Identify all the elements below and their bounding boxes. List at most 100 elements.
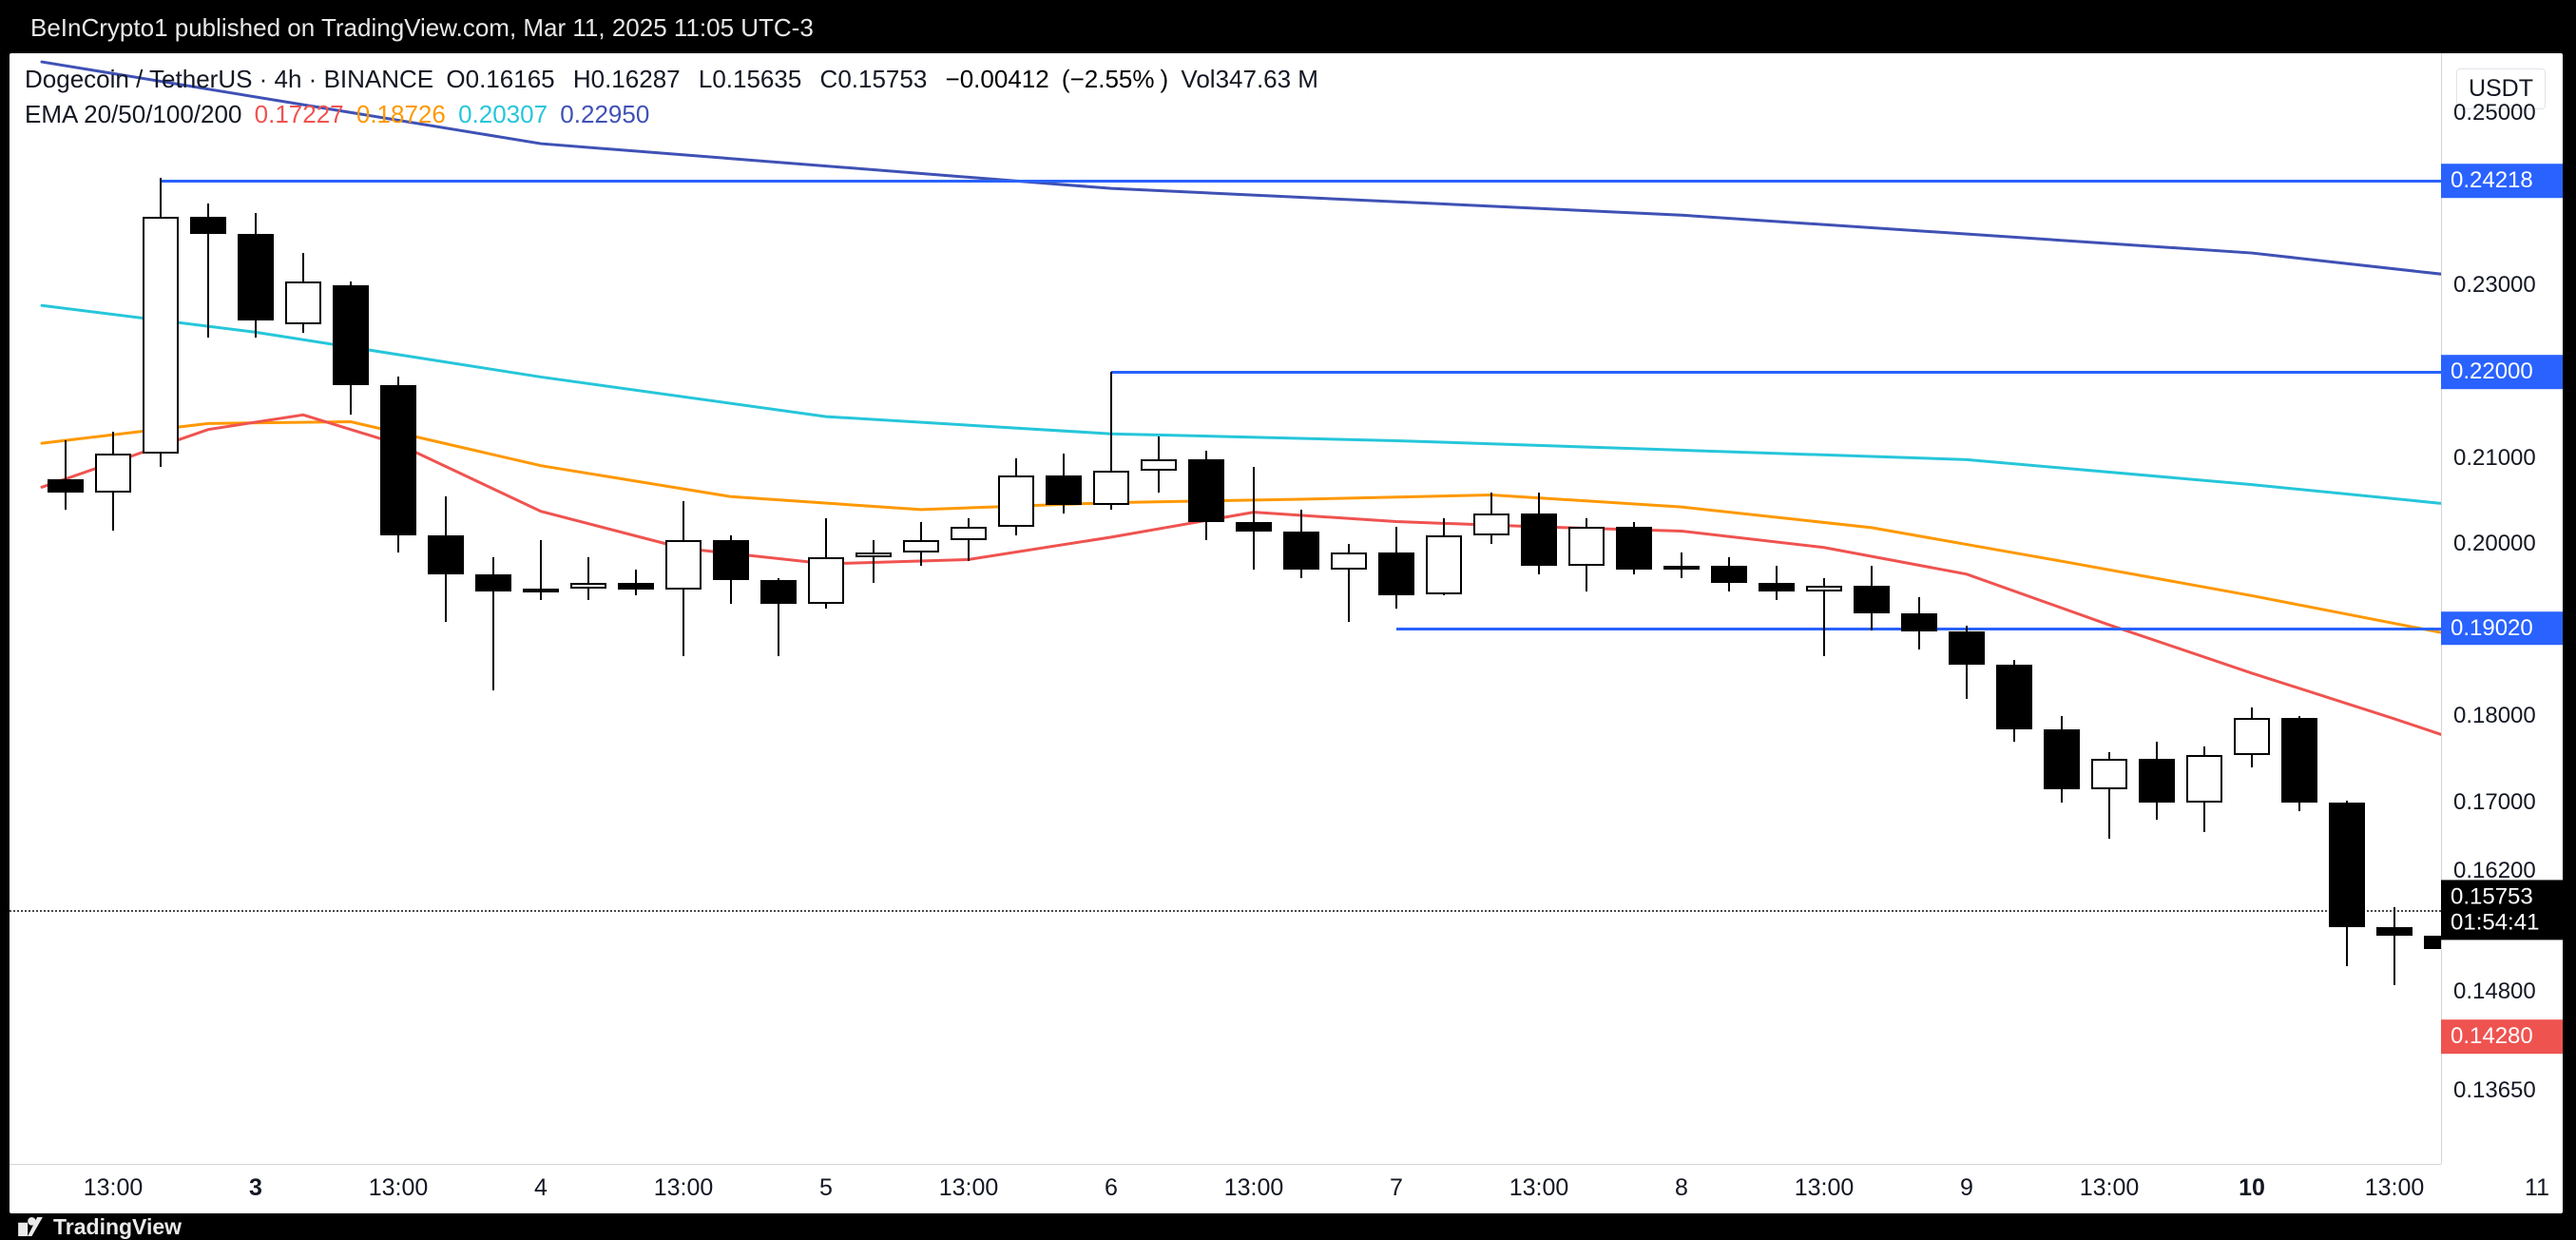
ema50-value: 0.18726 — [356, 100, 446, 128]
candle-body[interactable] — [2044, 729, 2080, 789]
candle-body[interactable] — [2186, 755, 2222, 803]
candle-body[interactable] — [1616, 527, 1652, 570]
x-tick-label: 13:00 — [1795, 1174, 1855, 1202]
candle-body[interactable] — [855, 552, 892, 557]
o-label: O0.16165 — [446, 65, 560, 93]
candle-body[interactable] — [618, 583, 654, 590]
price-flag: 0.14280 — [2441, 1019, 2563, 1054]
x-tick-label: 13:00 — [1509, 1174, 1569, 1202]
horizontal-line[interactable] — [161, 180, 2441, 183]
candle-body[interactable] — [2091, 759, 2127, 789]
candle-body[interactable] — [1521, 513, 1557, 565]
candle-body[interactable] — [951, 527, 987, 540]
candle-wick — [65, 440, 67, 509]
candle-body[interactable] — [1331, 552, 1367, 570]
candle-body[interactable] — [2139, 759, 2175, 802]
candle-body[interactable] — [285, 281, 321, 324]
candle-body[interactable] — [1473, 513, 1509, 535]
candle-body[interactable] — [48, 479, 84, 493]
tv-logo-text: TradingView — [53, 1214, 182, 1240]
ema200-value: 0.22950 — [560, 100, 649, 128]
price-flag: 0.24218 — [2441, 164, 2563, 198]
candle-body[interactable] — [1426, 535, 1462, 594]
x-tick-label: 13:00 — [369, 1174, 429, 1202]
price-flag: 0.19020 — [2441, 611, 2563, 646]
candle-body[interactable] — [2329, 803, 2365, 927]
x-tick-label: 3 — [249, 1174, 262, 1202]
candle-body[interactable] — [713, 540, 749, 581]
candle-body[interactable] — [1378, 552, 1414, 595]
chart-frame: USDT Dogecoin / TetherUS · 4h · BINANCE … — [10, 53, 2563, 1213]
candle-body[interactable] — [95, 454, 131, 493]
candle-body[interactable] — [570, 583, 606, 589]
candle-body[interactable] — [190, 217, 226, 234]
x-tick-label: 7 — [1390, 1174, 1403, 1202]
candle-body[interactable] — [428, 535, 464, 574]
y-tick-label: 0.18000 — [2453, 703, 2536, 729]
h-label: H0.16287 — [573, 65, 686, 93]
chart-root: BeInCrypto1 published on TradingView.com… — [0, 0, 2576, 1240]
candle-wick — [587, 557, 589, 600]
attribution-text: BeInCrypto1 published on TradingView.com… — [30, 13, 814, 43]
tradingview-logo: TradingView — [17, 1213, 182, 1240]
x-tick-label: 13:00 — [1224, 1174, 1284, 1202]
candle-body[interactable] — [998, 475, 1034, 527]
x-tick-label: 10 — [2239, 1174, 2265, 1202]
horizontal-line[interactable] — [1111, 371, 2441, 374]
candle-body[interactable] — [1046, 475, 1082, 506]
candle-body[interactable] — [1283, 532, 1319, 571]
y-tick-label: 0.20000 — [2453, 531, 2536, 557]
candle-body[interactable] — [475, 574, 511, 591]
candle-wick — [2393, 907, 2395, 984]
y-tick-label: 0.25000 — [2453, 100, 2536, 126]
candle-body[interactable] — [2234, 718, 2270, 755]
x-tick-label: 5 — [819, 1174, 833, 1202]
legend-row-ema: EMA 20/50/100/200 0.17227 0.18726 0.2030… — [25, 100, 1330, 129]
candle-body[interactable] — [143, 217, 179, 454]
candle-body[interactable] — [1663, 566, 1700, 571]
candle-body[interactable] — [1711, 566, 1747, 583]
change-label: −0.00412 (−2.55%) — [946, 65, 1169, 93]
x-tick-label: 13:00 — [84, 1174, 144, 1202]
candle-body[interactable] — [1996, 665, 2032, 729]
symbol-label: Dogecoin / TetherUS · 4h · BINANCE — [25, 65, 433, 93]
candle-body[interactable] — [523, 589, 559, 592]
ema100-value: 0.20307 — [458, 100, 548, 128]
candle-body[interactable] — [808, 557, 844, 605]
l-label: L0.15635 — [699, 65, 807, 93]
y-tick-label: 0.21000 — [2453, 445, 2536, 472]
candle-body[interactable] — [1949, 631, 1985, 664]
x-tick-label: 4 — [534, 1174, 548, 1202]
x-tick-label: 13:00 — [654, 1174, 714, 1202]
x-tick-label: 13:00 — [2080, 1174, 2140, 1202]
x-tick-label: 11 — [2525, 1174, 2549, 1202]
candle-body[interactable] — [760, 580, 797, 604]
candle-body[interactable] — [238, 234, 274, 320]
candle-body[interactable] — [1188, 459, 1224, 522]
x-tick-label: 6 — [1105, 1174, 1118, 1202]
candle-body[interactable] — [380, 385, 416, 535]
candle-body[interactable] — [1236, 522, 1272, 531]
candle-body[interactable] — [1806, 586, 1842, 591]
candle-body[interactable] — [2376, 927, 2413, 936]
candle-body[interactable] — [903, 540, 939, 553]
ema-overlay — [10, 53, 2441, 1164]
plot-area[interactable] — [10, 53, 2441, 1164]
x-axis[interactable]: 13:00 3 13:00 4 13:00 5 13:00 6 13:00 7 13:00 8 13:0… — [10, 1164, 2441, 1213]
y-axis[interactable]: 0.250000.230000.210000.200000.180000.170… — [2441, 53, 2563, 1164]
x-tick-label: 8 — [1675, 1174, 1688, 1202]
candle-body[interactable] — [1901, 613, 1937, 632]
candle-body[interactable] — [1854, 586, 1890, 613]
candle-body[interactable] — [1141, 459, 1177, 471]
candle-body[interactable] — [1568, 527, 1605, 566]
y-tick-label: 0.17000 — [2453, 789, 2536, 816]
candle-wick — [873, 540, 875, 583]
candle-body[interactable] — [665, 540, 702, 591]
candle-body[interactable] — [2281, 718, 2317, 803]
vol-label: Vol347.63 M — [1181, 65, 1324, 93]
candle-body[interactable] — [333, 285, 369, 384]
price-flag: 0.1575301:54:41 — [2441, 880, 2563, 940]
candle-body[interactable] — [1759, 583, 1795, 591]
candle-body[interactable] — [1093, 471, 1129, 505]
candle-body[interactable] — [2424, 936, 2441, 949]
